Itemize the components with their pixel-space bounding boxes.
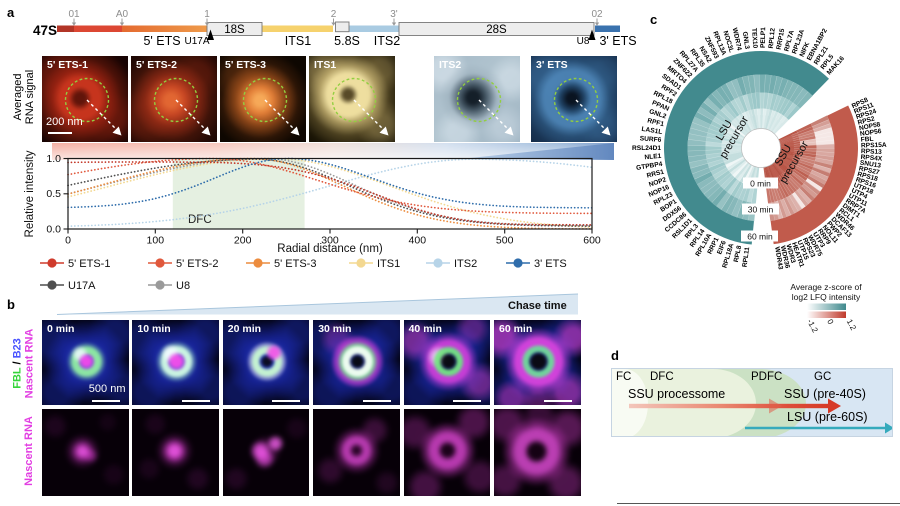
svg-text:RPL8: RPL8 <box>733 245 744 263</box>
svg-text:5' ETS-3: 5' ETS-3 <box>274 258 316 270</box>
svg-text:LAS1L: LAS1L <box>641 126 663 136</box>
svg-text:3' ETS: 3' ETS <box>534 258 567 270</box>
svg-text:18S: 18S <box>224 24 245 36</box>
svg-text:GTPBP4: GTPBP4 <box>636 161 663 172</box>
svg-text:Radial distance (nm): Radial distance (nm) <box>277 243 383 255</box>
svg-text:NOP58: NOP58 <box>858 121 881 132</box>
svg-text:Average z-score of: Average z-score of <box>790 282 862 292</box>
svg-text:RPS13: RPS13 <box>861 148 882 156</box>
svg-text:A0: A0 <box>116 9 129 20</box>
svg-text:500: 500 <box>496 235 514 247</box>
svg-text:U17A: U17A <box>68 280 96 292</box>
svg-text:5' ETS-1: 5' ETS-1 <box>68 258 110 270</box>
svg-text:RPS15A: RPS15A <box>861 142 887 150</box>
svg-text:0: 0 <box>825 318 835 327</box>
svg-text:U17A: U17A <box>184 36 209 47</box>
svg-text:1.0: 1.0 <box>46 153 61 165</box>
svg-text:400: 400 <box>409 235 427 247</box>
svg-text:5.8S: 5.8S <box>334 34 360 48</box>
svg-text:Relative intensity: Relative intensity <box>24 150 36 237</box>
svg-text:RPL11: RPL11 <box>742 246 752 267</box>
svg-text:60 min: 60 min <box>747 232 773 242</box>
svg-text:RRS1: RRS1 <box>646 169 665 180</box>
svg-text:3': 3' <box>390 9 398 20</box>
svg-text:WDR74: WDR74 <box>731 27 743 51</box>
svg-text:RPS2: RPS2 <box>857 115 876 126</box>
svg-text:ITS2: ITS2 <box>454 258 477 270</box>
svg-text:WDR43: WDR43 <box>773 246 784 270</box>
svg-text:0.5: 0.5 <box>46 188 61 200</box>
svg-text:RPS27: RPS27 <box>858 165 880 176</box>
svg-text:2: 2 <box>331 9 337 20</box>
svg-text:0: 0 <box>65 235 71 247</box>
svg-text:RPL12: RPL12 <box>768 27 777 48</box>
svg-text:600: 600 <box>583 235 601 247</box>
svg-text:3' ETS: 3' ETS <box>599 34 636 48</box>
svg-text:01: 01 <box>68 9 80 20</box>
svg-text:0 min: 0 min <box>750 179 771 189</box>
svg-text:U8: U8 <box>176 280 190 292</box>
svg-text:WDR36: WDR36 <box>779 245 791 269</box>
svg-text:FBL: FBL <box>860 136 873 144</box>
svg-text:U8: U8 <box>577 36 590 47</box>
svg-text:300: 300 <box>321 235 339 247</box>
svg-text:RPS4X: RPS4X <box>860 154 883 163</box>
svg-text:PELP1: PELP1 <box>760 27 767 48</box>
svg-text:0.0: 0.0 <box>46 224 61 236</box>
svg-text:ITS1: ITS1 <box>285 34 311 48</box>
svg-text:02: 02 <box>591 9 603 20</box>
svg-text:RRP15: RRP15 <box>776 28 787 50</box>
svg-text:30 min: 30 min <box>748 205 774 215</box>
svg-text:47S: 47S <box>33 23 57 38</box>
svg-text:SURF6: SURF6 <box>639 135 661 144</box>
svg-text:RPF1: RPF1 <box>647 117 665 128</box>
svg-text:EIF6: EIF6 <box>716 240 728 256</box>
svg-text:TEX10: TEX10 <box>750 28 758 49</box>
svg-text:RSL24D1: RSL24D1 <box>632 145 661 152</box>
svg-text:1: 1 <box>204 9 210 20</box>
svg-text:5' ETS-2: 5' ETS-2 <box>176 258 218 270</box>
svg-text:NLE1: NLE1 <box>644 153 662 161</box>
svg-text:200: 200 <box>234 235 252 247</box>
svg-text:log2 LFQ intensity: log2 LFQ intensity <box>792 292 861 302</box>
svg-text:ITS1: ITS1 <box>377 258 400 270</box>
svg-text:NOP56: NOP56 <box>860 128 883 138</box>
svg-text:-1.2: -1.2 <box>805 318 820 335</box>
svg-text:SNU13: SNU13 <box>859 160 881 170</box>
svg-text:1.2: 1.2 <box>845 318 858 333</box>
svg-text:100: 100 <box>147 235 165 247</box>
svg-text:ITS2: ITS2 <box>374 34 400 48</box>
svg-text:GNL3: GNL3 <box>741 31 750 50</box>
svg-text:28S: 28S <box>486 24 507 36</box>
svg-text:5' ETS: 5' ETS <box>143 34 180 48</box>
